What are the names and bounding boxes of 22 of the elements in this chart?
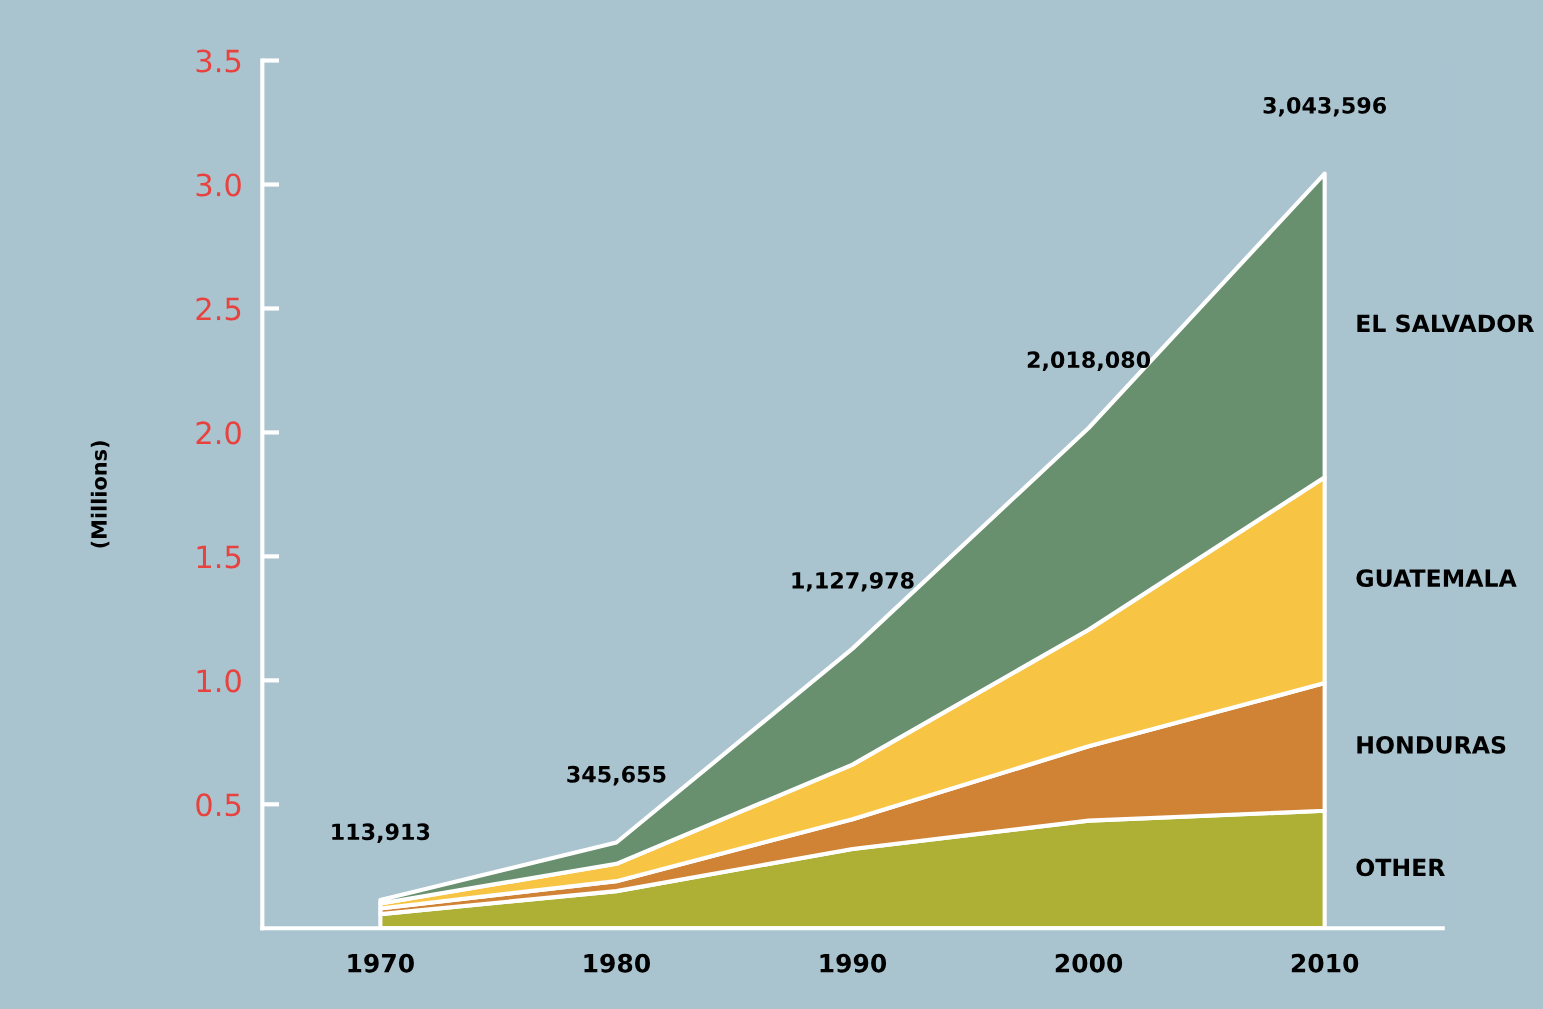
y-tick-label: 3.0 xyxy=(196,173,241,197)
annotation: 1,127,978 xyxy=(792,571,914,592)
annotation: 3,043,596 xyxy=(1263,96,1387,117)
series-label: EL SALVADOR xyxy=(1357,314,1535,333)
annotation: 2,018,080 xyxy=(1027,351,1151,371)
annotation: 345,655 xyxy=(567,765,666,786)
y-tick-label: 2.0 xyxy=(196,421,241,445)
y-tick-label: 0.5 xyxy=(196,793,241,817)
series-label: HONDURAS xyxy=(1357,735,1506,754)
x-tick-label: 1990 xyxy=(820,953,887,973)
x-tick-label: 2000 xyxy=(1055,953,1123,973)
annotation: 113,913 xyxy=(332,823,430,843)
y-axis-title: (Millions) xyxy=(90,441,110,548)
y-tick-label: 3.5 xyxy=(196,49,241,73)
y-tick-label: 2.5 xyxy=(196,297,241,321)
series-label: OTHER xyxy=(1356,858,1445,877)
x-tick-label: 1980 xyxy=(584,953,651,973)
x-tick-label: 1970 xyxy=(348,953,414,973)
y-tick-label: 1.0 xyxy=(197,669,241,693)
series-label: GUATEMALA xyxy=(1356,569,1517,588)
y-tick-label: 1.5 xyxy=(197,545,241,569)
x-tick-label: 2010 xyxy=(1291,953,1359,973)
